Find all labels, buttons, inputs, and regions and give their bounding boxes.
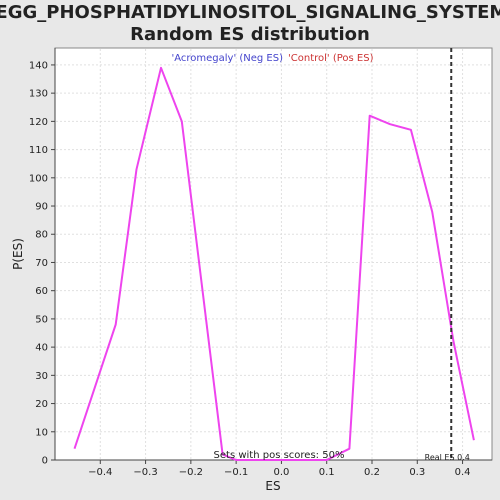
y-tick-label: 70	[35, 258, 48, 269]
y-tick-label: 90	[35, 202, 48, 213]
y-axis-label: P(ES)	[11, 238, 25, 270]
x-tick-label: 0.1	[319, 467, 335, 478]
plot-area	[54, 47, 493, 461]
y-tick-label: 120	[29, 117, 48, 128]
x-axis-label: ES	[265, 479, 280, 493]
real-es-label: Real ES 0.4	[425, 453, 470, 462]
x-tick-label: −0.1	[224, 467, 248, 478]
y-tick-label: 140	[29, 60, 48, 71]
y-tick-label: 0	[42, 456, 48, 467]
chart-title-line1: KEGG_PHOSPHATIDYLINOSITOL_SIGNALING_SYST…	[0, 2, 500, 23]
y-tick-label: 50	[35, 314, 48, 325]
x-tick-label: −0.3	[133, 467, 157, 478]
series-line	[73, 66, 475, 461]
x-tick-label: −0.2	[179, 467, 203, 478]
x-tick-label: 0.2	[364, 467, 380, 478]
y-tick-label: 10	[35, 427, 48, 438]
x-tick-label: 0.3	[409, 467, 425, 478]
y-tick-label: 20	[35, 399, 48, 410]
legend-pos-es: 'Control' (Pos ES)	[288, 53, 374, 64]
y-tick-label: 60	[35, 286, 48, 297]
x-tick-label: 0.4	[455, 467, 471, 478]
tick-labels: 0 10 20 30 40 50 60 70 80 90 100 110 120 130 140 −0.4 −0…	[29, 60, 471, 478]
y-tick-label: 110	[29, 145, 48, 156]
footer-note: Sets with pos scores: 50%	[214, 450, 345, 461]
y-tick-label: 100	[29, 173, 48, 184]
legend-neg-es: 'Acromegaly' (Neg ES)	[171, 53, 283, 64]
chart-title-line2: Random ES distribution	[130, 24, 370, 45]
x-tick-label: 0.0	[273, 467, 289, 478]
series	[73, 66, 475, 461]
y-tick-label: 30	[35, 371, 48, 382]
y-tick-label: 40	[35, 343, 48, 354]
x-tick-label: −0.4	[88, 467, 112, 478]
grid	[56, 49, 491, 459]
y-tick-label: 130	[29, 89, 48, 100]
y-tick-label: 80	[35, 230, 48, 241]
